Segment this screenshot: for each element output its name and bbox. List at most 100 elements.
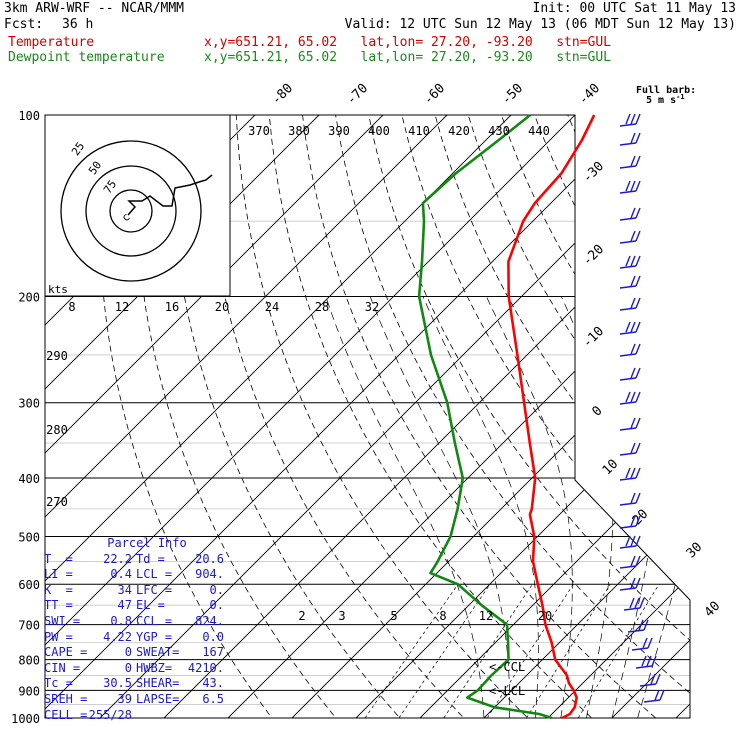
valid-time: Valid: 12 UTC Sun 12 May 13 (06 MDT Sun … [344, 17, 736, 32]
parcel-info-v2: 824. [195, 613, 224, 628]
wind-barb-flag [630, 535, 636, 547]
parcel-info-row: SREH = 39 LAPSE= 6.5 [44, 692, 230, 708]
isotherm-label: -80 [269, 81, 296, 108]
isotherm-label: 30 [684, 540, 706, 562]
mixing-ratio-label: 5 [390, 609, 397, 623]
wind-barb-flag [630, 321, 636, 333]
wind-barb-flag [635, 297, 641, 309]
parcel-info-v1: 4.22 [103, 629, 132, 644]
wind-barb-flag [635, 230, 641, 242]
wind-barb-staff [619, 353, 637, 357]
parcel-info-k1: SWI = [44, 613, 81, 628]
parcel-info-v2: 4210. [187, 660, 224, 675]
parcel-info-row: K = 34 LFC = 0. [44, 583, 230, 599]
wind-barb-staff [627, 629, 645, 633]
isotherm-line [163, 115, 690, 718]
wind-barb-flag [625, 391, 631, 403]
wind-barb-staff [619, 240, 637, 244]
wind-barb-flag [638, 619, 644, 631]
wind-barb [619, 180, 641, 194]
hodograph-ring-label: 25 [69, 140, 87, 158]
wind-barb [619, 321, 641, 335]
wind-barb-staff [619, 452, 637, 456]
dewpoint-station-info: x,y=651.21, 65.02 lat,lon= 27.20, -93.20… [204, 50, 611, 65]
wind-barb-staff [619, 123, 637, 127]
moist-adiabat-line [611, 296, 663, 718]
wind-barb-staff [619, 142, 637, 146]
wind-barb-flag [635, 367, 641, 379]
pressure-label-600: 600 [18, 578, 40, 592]
parcel-info-row: T = 22.2 Td = 20.6 [44, 552, 230, 568]
hodograph-ring-label: 75 [101, 178, 119, 196]
parcel-info-row: CIN = 0 HWBZ= 4210. [44, 661, 230, 677]
hodograph-speed-label: 28 [315, 300, 329, 314]
isotherm-label: -50 [499, 81, 526, 108]
mixing-ratio-label: 20 [538, 609, 552, 623]
pressure-label-800: 800 [18, 654, 40, 668]
wind-barb-staff [619, 545, 637, 549]
legend-temperature: Temperature [8, 35, 95, 50]
wind-barb-flag [659, 689, 665, 701]
pressure-label-400: 400 [18, 472, 40, 486]
theta-left-label: 290 [46, 349, 68, 363]
parcel-info-k2: HWBZ= [136, 660, 173, 675]
wind-barb-flag [630, 207, 636, 219]
parcel-info-k1: K = [44, 582, 73, 597]
wind-barb-staff [619, 307, 637, 311]
theta-label: 400 [368, 124, 390, 138]
isotherm-line [291, 115, 690, 718]
mixing-ratio-line [487, 584, 574, 718]
wind-barb [619, 555, 641, 569]
isotherm-label: 0 [589, 403, 605, 419]
parcel-info-v1: 0 [124, 645, 132, 660]
hodograph-box [44, 114, 231, 297]
wind-barb [643, 689, 665, 703]
dry-adiabat-line [733, 115, 740, 731]
wind-barb [619, 230, 641, 244]
wind-barb-staff [619, 565, 637, 569]
wind-barb-flag [635, 155, 641, 167]
parcel-info-k1: Tc = [44, 676, 73, 691]
moist-adiabat-line [637, 296, 690, 718]
parcel-info-k2: CCL = [136, 613, 173, 628]
wind-barb [619, 467, 641, 481]
theta-label: 410 [408, 124, 430, 138]
wind-barb-flag [641, 655, 647, 667]
ccl-marker: <-CCL [489, 660, 525, 674]
wind-barb [631, 637, 653, 651]
wind-barb [619, 442, 641, 456]
wind-barb-staff [619, 427, 637, 431]
wind-barb-flag [635, 492, 641, 504]
parcel-info-v2: 6.5 [202, 691, 224, 706]
wind-barb-flag [642, 637, 648, 649]
wind-barb-staff [619, 217, 637, 221]
pressure-label-1000: 1000 [11, 712, 40, 726]
wind-barb [619, 367, 641, 381]
wind-barb-staff [619, 190, 637, 194]
parcel-info-k1: PW = [44, 629, 73, 644]
parcel-info-row: CELL =255/28 [44, 708, 230, 724]
hodograph-trace [127, 174, 213, 216]
dry-adiabat-line [302, 115, 672, 718]
dry-adiabat-line [501, 115, 690, 718]
wind-barb-flag [630, 275, 636, 287]
isotherm-label: -10 [580, 324, 607, 351]
wind-barb [627, 619, 649, 633]
wind-barb-flag [635, 255, 641, 267]
wind-barb-staff [631, 647, 649, 651]
dry-adiabat-line [202, 115, 477, 718]
dry-adiabat-line [401, 115, 690, 718]
wind-barb-flag [655, 673, 661, 685]
wind-barb-flag [654, 689, 660, 701]
wind-barb-flag [625, 180, 631, 192]
parcel-info-v1: 0.8 [110, 613, 132, 628]
forecast-label: Fcst: [4, 17, 44, 32]
wind-barb-flag [630, 467, 636, 479]
wind-barb-flag [630, 492, 636, 504]
wind-barb-flag [630, 155, 636, 167]
wind-barb-staff [619, 265, 637, 269]
wind-barb-flag [630, 442, 636, 454]
mixing-ratio-label: 12 [479, 609, 493, 623]
isotherm-label: -70 [344, 81, 371, 108]
